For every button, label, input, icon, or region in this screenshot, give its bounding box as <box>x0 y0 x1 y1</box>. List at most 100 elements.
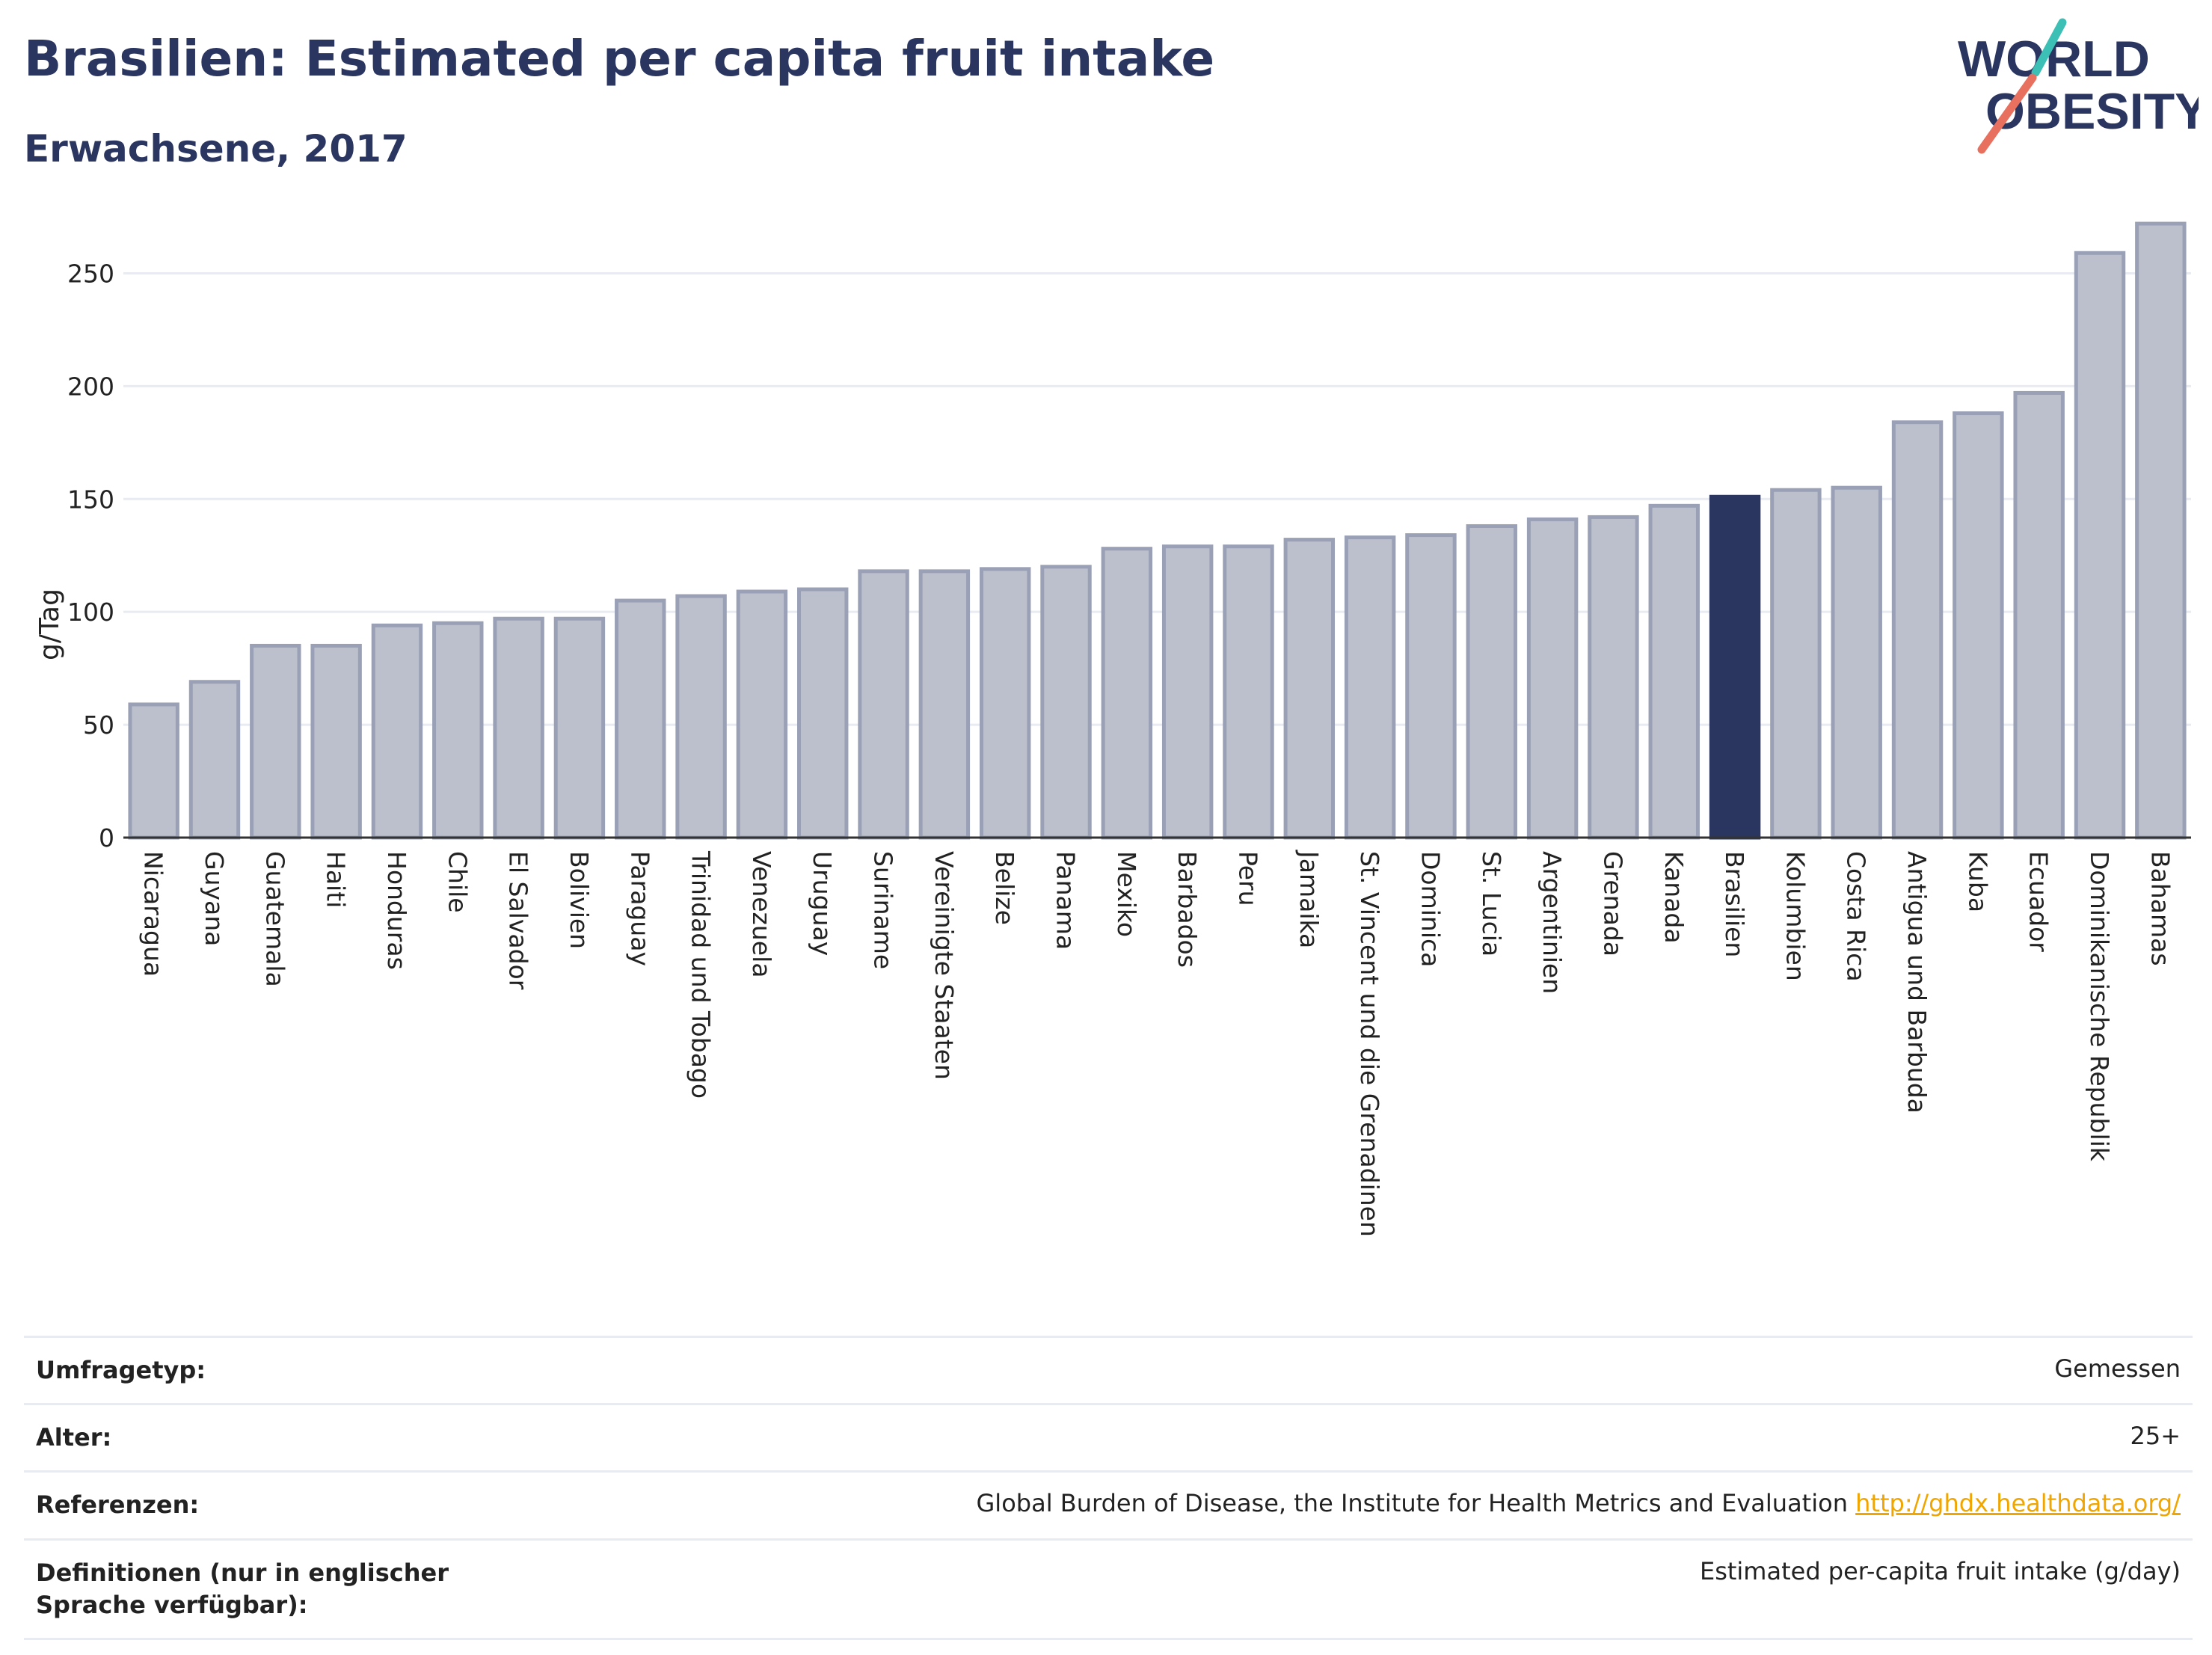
bar[interactable] <box>2013 390 2065 840</box>
x-category-label: Dominica <box>1416 851 1445 967</box>
bar[interactable] <box>432 621 484 840</box>
x-category-label: Argentinien <box>1537 851 1567 994</box>
x-category-label: Ecuador <box>2024 851 2053 952</box>
x-category-label: Guyana <box>200 851 229 946</box>
y-tick-label: 250 <box>67 259 114 288</box>
info-value: 25+ <box>2130 1422 2181 1451</box>
x-category-label: St. Vincent und die Grenadinen <box>1355 851 1384 1237</box>
x-category-label: Honduras <box>382 851 411 970</box>
chart-subtitle: Erwachsene, 2017 <box>24 127 408 171</box>
bar[interactable] <box>371 623 423 840</box>
world-obesity-logo: WORLD OBESITY <box>1958 18 2199 154</box>
bar[interactable] <box>493 616 544 840</box>
x-category-label: Belize <box>990 851 1019 925</box>
info-key: Definitionen (nur in englischer Sprache … <box>36 1558 449 1619</box>
x-category-label: Haiti <box>322 851 351 908</box>
bar[interactable] <box>1283 538 1336 840</box>
y-axis-label: g/Tag <box>34 589 65 660</box>
info-table: Umfragetyp: Gemessen Alter: 25+ Referenz… <box>24 1336 2193 1640</box>
x-category-label: Barbados <box>1173 851 1202 968</box>
bar[interactable] <box>1588 515 1639 840</box>
bar[interactable] <box>1223 544 1274 840</box>
x-category-label: Costa Rica <box>1842 851 1871 982</box>
bar[interactable] <box>128 702 179 840</box>
bar[interactable] <box>553 616 606 840</box>
info-value: Gemessen <box>2054 1354 2181 1383</box>
x-category-label: Venezuela <box>747 851 776 977</box>
bar[interactable] <box>675 594 727 840</box>
bar[interactable] <box>1526 517 1579 840</box>
y-tick-label: 0 <box>99 823 114 853</box>
info-row-age: Alter: 25+ <box>24 1404 2193 1472</box>
info-row-definitions: Definitionen (nur in englischer Sprache … <box>24 1539 2193 1639</box>
info-value-cell: Global Burden of Disease, the Institute … <box>541 1472 2193 1539</box>
bar[interactable] <box>310 643 362 840</box>
reference-link[interactable]: http://ghdx.healthdata.org/ <box>1855 1489 2181 1518</box>
bar-chart: 0 50 100 150 200 250 Nicaragua Guyana Guatemala… <box>34 221 2191 1237</box>
bar[interactable] <box>1831 485 1882 840</box>
x-category-label: Antigua und Barbuda <box>1902 851 1932 1114</box>
x-category-label: Suriname <box>869 851 898 969</box>
bar[interactable] <box>1770 488 1822 840</box>
bar[interactable] <box>2135 221 2187 840</box>
bar[interactable] <box>1891 420 1944 840</box>
x-category-label: Trinidad und Tobago <box>686 850 716 1099</box>
bar[interactable] <box>1040 565 1092 840</box>
bar[interactable] <box>1405 533 1457 840</box>
x-category-label: El Salvador <box>504 851 533 990</box>
x-category-label: Uruguay <box>808 851 837 956</box>
logo-coral-slash <box>1977 73 2037 154</box>
logo-teal-slash <box>2031 18 2067 77</box>
x-category-label: St. Lucia <box>1477 851 1506 957</box>
x-category-label: Peru <box>1233 851 1262 906</box>
x-category-label: Vereinigte Staaten <box>930 851 959 1080</box>
y-tick-label: 100 <box>67 598 114 627</box>
x-category-label: Paraguay <box>625 851 654 966</box>
y-axis-ticks: 0 50 100 150 200 250 <box>67 259 114 853</box>
bar[interactable] <box>615 598 666 840</box>
bar[interactable] <box>1101 547 1153 840</box>
x-category-label: Bahamas <box>2145 851 2175 966</box>
x-category-label: Chile <box>443 851 472 913</box>
bar[interactable] <box>858 569 909 840</box>
x-category-label: Jamaika <box>1294 850 1324 948</box>
x-category-label: Mexiko <box>1112 851 1141 937</box>
chart-title: Brasilien: Estimated per capita fruit in… <box>24 30 1215 87</box>
bar[interactable] <box>979 567 1031 840</box>
bar[interactable] <box>1344 535 1396 840</box>
bar[interactable] <box>918 569 971 840</box>
info-row-references: Referenzen: Global Burden of Disease, th… <box>24 1471 2193 1539</box>
bar[interactable] <box>188 680 241 840</box>
x-category-label: Brasilien <box>1720 851 1749 957</box>
x-category-label: Kanada <box>1659 851 1689 944</box>
x-category-label: Panama <box>1051 851 1081 950</box>
x-category-label: Kolumbien <box>1781 851 1810 981</box>
y-tick-label: 150 <box>67 485 114 514</box>
x-category-label: Nicaragua <box>139 851 168 977</box>
bar-highlighted[interactable] <box>1709 494 1761 840</box>
x-axis-labels: Nicaragua Guyana Guatemala Haiti Honduras Chi… <box>139 850 2175 1237</box>
x-category-label: Grenada <box>1598 851 1627 957</box>
x-category-label: Guatemala <box>260 851 289 987</box>
bar[interactable] <box>1648 503 1700 840</box>
x-category-label: Bolivien <box>565 851 594 949</box>
x-category-label: Dominikanische Republik <box>2085 851 2114 1162</box>
bar[interactable] <box>736 589 788 840</box>
info-key: Umfragetyp: <box>36 1356 206 1384</box>
info-row-survey-type: Umfragetyp: Gemessen <box>24 1336 2193 1404</box>
bar[interactable] <box>2074 251 2126 840</box>
y-tick-label: 50 <box>83 710 114 740</box>
x-category-label: Kuba <box>1963 851 1992 912</box>
bar[interactable] <box>250 643 301 840</box>
reference-text: Global Burden of Disease, the Institute … <box>976 1489 1848 1518</box>
bar[interactable] <box>797 587 849 840</box>
bars <box>128 221 2187 840</box>
bar[interactable] <box>1953 411 2004 840</box>
logo-line2: OBESITY <box>1985 83 2199 140</box>
info-value: Estimated per-capita fruit intake (g/day… <box>1699 1556 2181 1585</box>
bar[interactable] <box>1466 523 1517 840</box>
info-key: Alter: <box>36 1423 112 1452</box>
info-key: Referenzen: <box>36 1490 200 1520</box>
y-tick-label: 200 <box>67 372 114 401</box>
bar[interactable] <box>1161 544 1214 840</box>
